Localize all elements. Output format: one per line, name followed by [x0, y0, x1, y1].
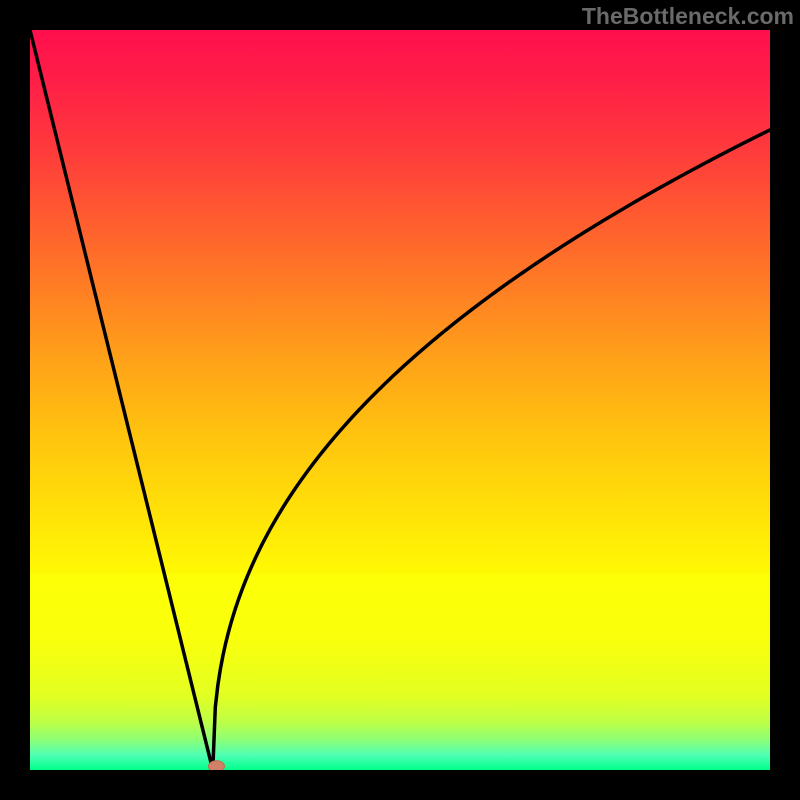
optimum-marker	[208, 761, 224, 770]
plot-area	[30, 30, 770, 770]
watermark-text: TheBottleneck.com	[582, 3, 794, 30]
curve-svg	[30, 30, 770, 770]
bottleneck-curve	[30, 30, 770, 770]
chart-root: { "canvas": { "width": 800, "height": 80…	[0, 0, 800, 800]
